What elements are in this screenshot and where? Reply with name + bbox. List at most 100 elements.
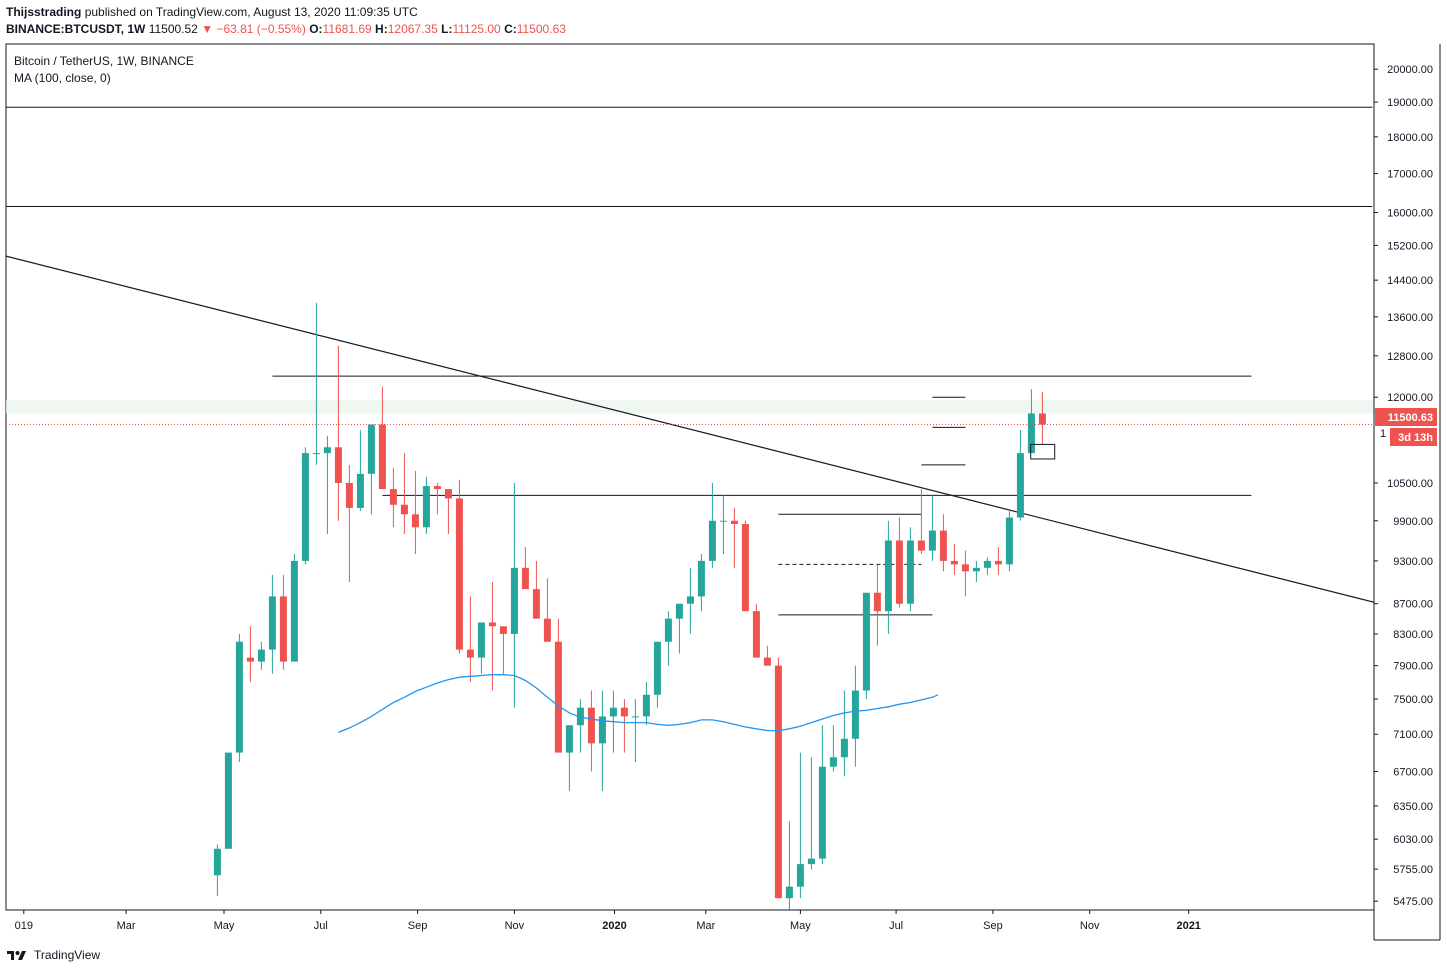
candle-body[interactable] — [686, 596, 694, 604]
candle-body[interactable] — [598, 716, 606, 744]
candle-body[interactable] — [268, 596, 276, 650]
highlight-zone — [6, 399, 1374, 414]
published-text: published on TradingView.com, August 13,… — [84, 5, 418, 19]
time-tick-label: Mar — [696, 920, 715, 932]
candle-body[interactable] — [620, 707, 628, 717]
candle-body[interactable] — [411, 514, 419, 528]
candle-body[interactable] — [785, 886, 793, 899]
candle-body[interactable] — [664, 618, 672, 642]
candle-body[interactable] — [840, 738, 848, 758]
candle-body[interactable] — [554, 641, 562, 753]
candle-body[interactable] — [1038, 413, 1046, 425]
candle-body[interactable] — [587, 707, 595, 744]
candle-body[interactable] — [466, 649, 474, 658]
ma-line[interactable] — [338, 674, 939, 734]
candle-body[interactable] — [477, 622, 485, 658]
candle-body[interactable] — [378, 424, 386, 490]
time-tick-label: 019 — [15, 920, 33, 932]
candle-body[interactable] — [213, 848, 221, 876]
candle-body[interactable] — [818, 766, 826, 859]
candle-body[interactable] — [642, 694, 650, 717]
last-price-badge-bg — [1375, 408, 1437, 426]
last-price: 11500.52 — [148, 22, 198, 36]
candle-body[interactable] — [609, 707, 617, 717]
candle-body[interactable] — [752, 611, 760, 658]
price-tick-label: 12000.00 — [1387, 392, 1433, 404]
candle-body[interactable] — [444, 489, 452, 499]
candle-body[interactable] — [708, 520, 716, 561]
candle-body[interactable] — [851, 690, 859, 739]
candle-body[interactable] — [1016, 453, 1024, 518]
candle-body[interactable] — [950, 560, 958, 565]
candle-body[interactable] — [279, 596, 287, 662]
candle-body[interactable] — [323, 447, 331, 454]
candle-body[interactable] — [719, 520, 727, 522]
candle-body[interactable] — [631, 716, 639, 718]
candle-body[interactable] — [356, 473, 364, 508]
candle-body[interactable] — [939, 530, 947, 561]
candle-body[interactable] — [389, 489, 397, 505]
price-axis[interactable]: 20000.00 19000.00 18000.00 17000.00 16000.00… — [1374, 64, 1433, 908]
candle-body[interactable] — [653, 641, 661, 695]
candle-body[interactable] — [455, 498, 463, 650]
candle-body[interactable] — [312, 453, 320, 455]
candle-body[interactable] — [400, 504, 408, 515]
candle-body[interactable] — [1005, 517, 1013, 565]
candle-body[interactable] — [774, 665, 782, 899]
price-tick-label: 5475.00 — [1393, 896, 1433, 908]
plot-area[interactable] — [5, 43, 1375, 911]
candle-body[interactable] — [895, 540, 903, 604]
candle-body[interactable] — [246, 657, 254, 662]
candle-body[interactable] — [488, 622, 496, 627]
candle-body[interactable] — [565, 725, 573, 753]
time-tick-label: May — [214, 920, 235, 932]
candle-body[interactable] — [983, 560, 991, 568]
chart-legend-title: Bitcoin / TetherUS, 1W, BINANCE — [14, 54, 194, 68]
candle-body[interactable] — [510, 567, 518, 634]
candle-body[interactable] — [961, 564, 969, 572]
tradingview-footer[interactable]: TradingView — [6, 948, 100, 962]
candle-body[interactable] — [972, 567, 980, 572]
candle-body[interactable] — [697, 560, 705, 597]
candle-body[interactable] — [345, 482, 353, 508]
candle-body[interactable] — [235, 641, 243, 753]
last-price-badge-value: 11500.63 — [1388, 412, 1433, 424]
trendline[interactable] — [0, 254, 1394, 608]
candle-body[interactable] — [763, 657, 771, 666]
candle-body[interactable] — [290, 560, 298, 662]
low-value: 11125.00 — [452, 22, 501, 36]
time-axis[interactable]: 019 Mar May Jul Sep Nov 2020 Mar May Jul Sep Nov 202… — [15, 910, 1201, 932]
range-box[interactable] — [1030, 443, 1056, 460]
candle-body[interactable] — [675, 603, 683, 619]
candle-body[interactable] — [224, 752, 232, 849]
candle-body[interactable] — [422, 486, 430, 528]
candle-body[interactable] — [334, 447, 342, 483]
price-tick-label: 7500.00 — [1393, 694, 1433, 706]
candle-body[interactable] — [741, 524, 749, 612]
candle-body[interactable] — [730, 520, 738, 525]
candle-body[interactable] — [884, 540, 892, 612]
candle-body[interactable] — [521, 567, 529, 590]
candle-body[interactable] — [917, 540, 925, 551]
candle-body[interactable] — [906, 540, 914, 604]
candle-body[interactable] — [576, 707, 584, 726]
candle-body[interactable] — [543, 618, 551, 642]
candle-body[interactable] — [796, 864, 804, 887]
time-tick-label: Jul — [314, 920, 328, 932]
candle-body[interactable] — [873, 592, 881, 612]
candle-body[interactable] — [994, 560, 1002, 565]
open-value: 11681.69 — [322, 22, 372, 36]
ma-legend[interactable]: MA (100, close, 0) — [14, 71, 111, 85]
candle-body[interactable] — [499, 626, 507, 634]
candle-body[interactable] — [829, 757, 837, 767]
candle-body[interactable] — [807, 858, 815, 865]
candle-body[interactable] — [928, 530, 936, 551]
candle-body[interactable] — [1027, 413, 1035, 454]
candle-body[interactable] — [257, 649, 265, 662]
candle-body[interactable] — [367, 424, 375, 474]
candle-body[interactable] — [433, 486, 441, 490]
candle-body[interactable] — [301, 453, 309, 561]
candle-body[interactable] — [532, 589, 540, 619]
candle-body[interactable] — [862, 592, 870, 691]
